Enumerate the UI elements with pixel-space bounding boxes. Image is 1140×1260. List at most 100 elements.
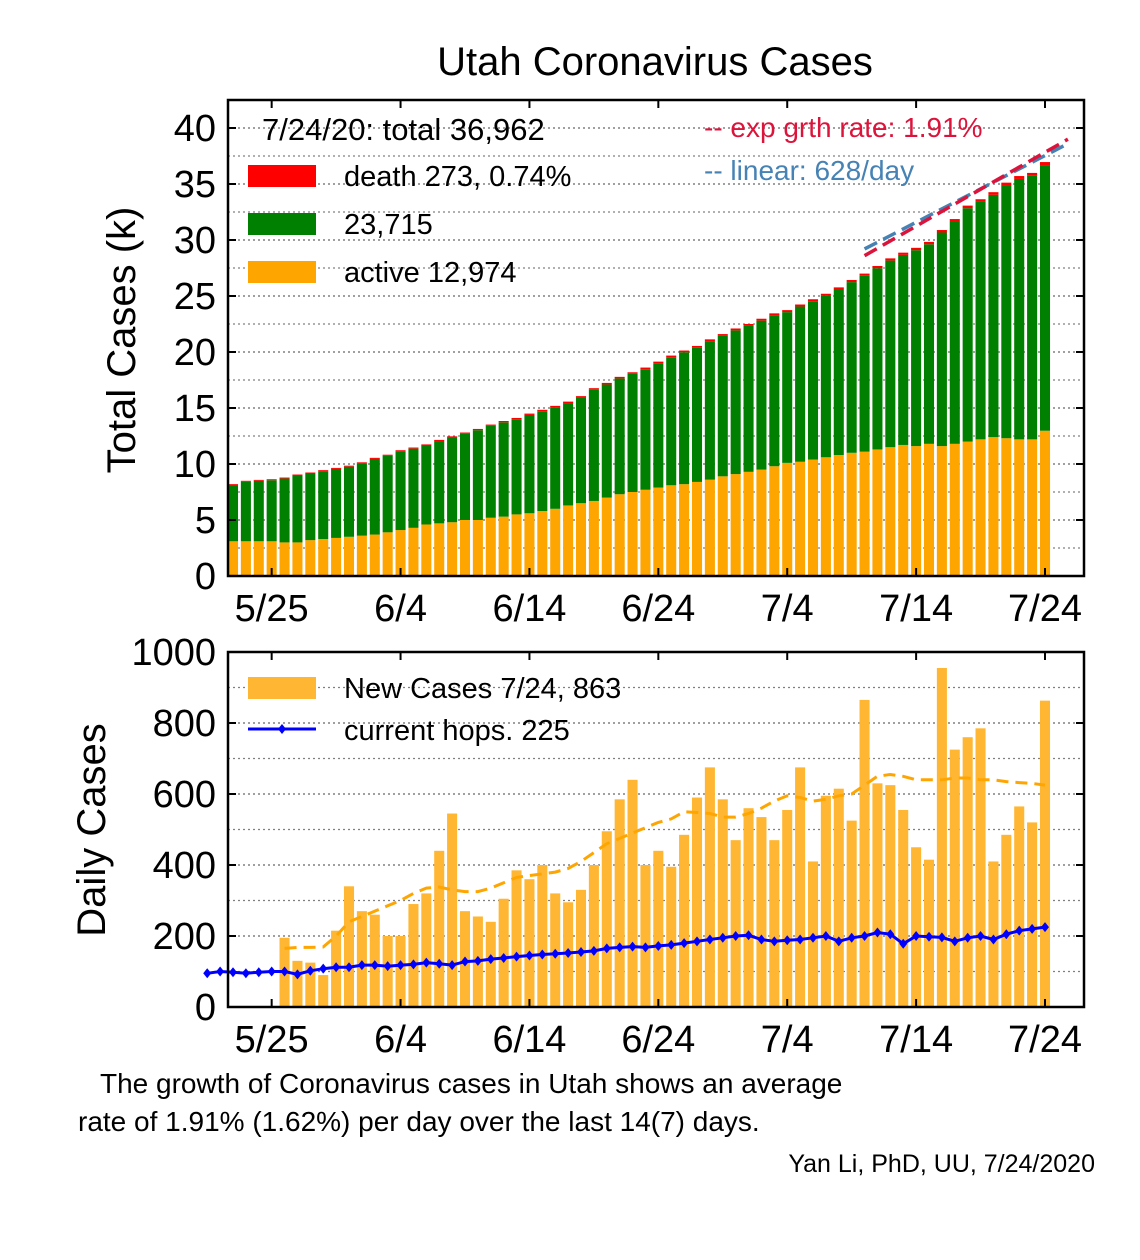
- hospital-marker: [989, 934, 998, 945]
- bar-new-cases: [975, 728, 986, 1007]
- bar-new-cases: [318, 975, 329, 1007]
- bar-new-cases: [382, 936, 393, 1007]
- bar-recovered: [717, 335, 728, 477]
- hospital-marker: [306, 965, 315, 976]
- y-tick-label: 40: [174, 108, 216, 150]
- hospital-marker: [280, 966, 289, 977]
- legend-label-active: active 12,974: [344, 257, 517, 289]
- bar-new-cases: [614, 799, 625, 1007]
- x-tick-label: 6/24: [621, 1019, 695, 1061]
- bar-active: [537, 511, 548, 576]
- bar-recovered: [253, 480, 264, 542]
- bar-recovered: [331, 468, 342, 538]
- bar-recovered: [318, 471, 329, 540]
- x-tick-label: 7/14: [879, 1019, 953, 1061]
- bar-death: [537, 409, 548, 412]
- bar-new-cases: [769, 840, 780, 1007]
- bar-active: [872, 449, 883, 576]
- bar-active: [511, 514, 522, 576]
- x-tick-label: 7/24: [1008, 588, 1082, 630]
- bar-new-cases: [691, 797, 703, 1007]
- legend-label-hospital: current hops. 225: [344, 715, 570, 747]
- bar-new-cases: [988, 861, 999, 1007]
- hospital-marker: [332, 962, 341, 973]
- legend-swatch-death: [248, 165, 316, 187]
- bar-active: [421, 524, 432, 576]
- bar-new-cases: [640, 865, 651, 1007]
- hospital-marker: [319, 963, 328, 974]
- bar-recovered: [1039, 165, 1051, 431]
- y-tick-label: 10: [174, 444, 216, 486]
- bar-active: [369, 534, 380, 576]
- bar-death: [666, 355, 677, 358]
- hospital-marker: [976, 931, 985, 941]
- bar-active: [498, 516, 509, 576]
- bar-new-cases: [653, 850, 664, 1007]
- bar-death: [872, 265, 883, 269]
- bar-active: [408, 527, 419, 576]
- y-tick-label: 15: [174, 388, 216, 430]
- bar-death: [859, 273, 870, 276]
- bar-active: [923, 443, 935, 576]
- bar-recovered: [782, 312, 793, 463]
- hospital-marker: [241, 968, 250, 979]
- bar-active: [588, 500, 599, 576]
- hospital-marker: [216, 966, 225, 977]
- hospital-marker: [345, 962, 353, 973]
- bar-recovered: [266, 480, 277, 542]
- bar-new-cases: [962, 737, 973, 1007]
- bar-new-cases: [434, 850, 445, 1007]
- bar-death: [1027, 172, 1038, 176]
- hospital-marker: [538, 949, 547, 960]
- bar-death: [447, 436, 458, 438]
- bar-new-cases: [1027, 822, 1038, 1007]
- bar-death: [704, 339, 715, 342]
- bar-recovered: [743, 325, 754, 472]
- bar-recovered: [975, 201, 986, 440]
- bar-recovered: [395, 451, 406, 531]
- hospital-marker: [950, 936, 959, 947]
- bar-recovered: [459, 433, 471, 520]
- hospital-marker: [564, 948, 573, 959]
- bottom-axis: 0 200 400 600 800 1000 5/25 6/4 6/14 6/24 7/4 7/14 7…: [131, 632, 1086, 1061]
- bar-active: [575, 503, 587, 576]
- legend-header: 7/24/20: total 36,962: [262, 112, 545, 147]
- bar-death: [640, 367, 651, 370]
- bar-active: [459, 520, 471, 576]
- bar-death: [279, 477, 290, 479]
- bar-new-cases: [666, 866, 677, 1007]
- bar-recovered: [588, 389, 599, 501]
- bar-death: [318, 470, 329, 472]
- bar-death: [782, 310, 793, 313]
- bar-active: [614, 494, 625, 576]
- bar-death: [769, 313, 780, 316]
- bar-new-cases: [408, 904, 419, 1007]
- bar-active: [949, 443, 960, 576]
- x-tick-label: 6/24: [621, 588, 695, 630]
- bar-active: [227, 541, 239, 576]
- bar-new-cases: [1001, 834, 1012, 1007]
- bar-active: [962, 441, 973, 576]
- hospital-marker: [757, 934, 766, 945]
- bar-death: [820, 293, 831, 296]
- bar-death: [691, 345, 703, 348]
- bar-death: [962, 205, 973, 209]
- bar-death: [240, 480, 251, 482]
- bar-death: [885, 258, 896, 261]
- bar-new-cases: [1039, 700, 1051, 1007]
- bar-recovered: [524, 414, 535, 514]
- bar-death: [305, 472, 316, 474]
- bar-active: [743, 471, 754, 576]
- bar-recovered: [833, 289, 844, 456]
- bar-new-cases: [820, 795, 831, 1007]
- bar-death: [730, 328, 741, 331]
- bar-recovered: [820, 295, 831, 458]
- y-tick-label: 400: [153, 845, 216, 887]
- bar-new-cases: [704, 767, 715, 1007]
- bar-active: [447, 522, 458, 576]
- x-tick-label: 5/25: [235, 588, 309, 630]
- hospital-marker: [486, 954, 495, 965]
- legend-swatch-active: [248, 261, 316, 283]
- bar-recovered: [511, 419, 522, 515]
- bar-recovered: [627, 373, 638, 492]
